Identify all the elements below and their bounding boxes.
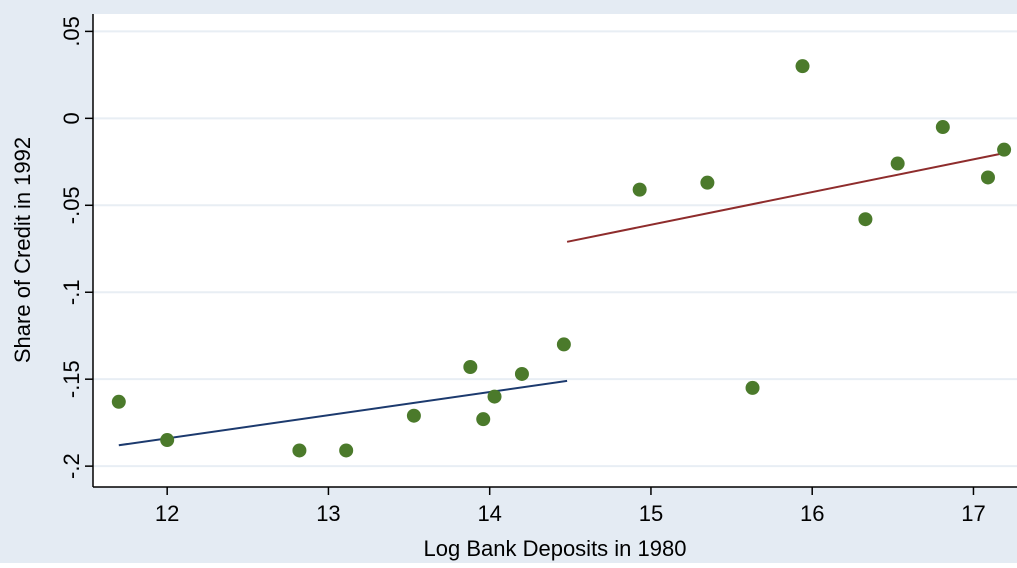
- point: [890, 156, 905, 171]
- point: [406, 408, 421, 423]
- point: [935, 120, 950, 135]
- y-tick-label: -.05: [59, 186, 84, 224]
- point: [997, 142, 1012, 157]
- point: [632, 182, 647, 197]
- x-tick-label: 16: [800, 501, 824, 526]
- point: [487, 389, 502, 404]
- x-tick-label: 17: [961, 501, 985, 526]
- point: [111, 394, 126, 409]
- point: [463, 360, 478, 375]
- point: [980, 170, 995, 185]
- y-tick-label: 0: [59, 112, 84, 124]
- point: [339, 443, 354, 458]
- point: [160, 433, 175, 448]
- point: [514, 366, 529, 381]
- x-axis-label: Log Bank Deposits in 1980: [424, 536, 687, 561]
- point: [745, 380, 760, 395]
- y-axis-label: Share of Credit in 1992: [10, 137, 35, 363]
- point: [700, 175, 715, 190]
- fit-line: [566, 152, 1005, 243]
- y-tick-label: -.1: [59, 279, 84, 305]
- y-tick-label: -.2: [59, 453, 84, 479]
- x-tick-label: 12: [155, 501, 179, 526]
- y-tick-label: -.15: [59, 360, 84, 398]
- x-tick-label: 14: [477, 501, 501, 526]
- point: [292, 443, 307, 458]
- point: [476, 412, 491, 427]
- point: [795, 59, 810, 74]
- plot-area: [93, 14, 1017, 487]
- point: [556, 337, 571, 352]
- point: [858, 212, 873, 227]
- x-tick-label: 15: [639, 501, 663, 526]
- x-tick-label: 13: [316, 501, 340, 526]
- y-tick-label: .05: [59, 16, 84, 47]
